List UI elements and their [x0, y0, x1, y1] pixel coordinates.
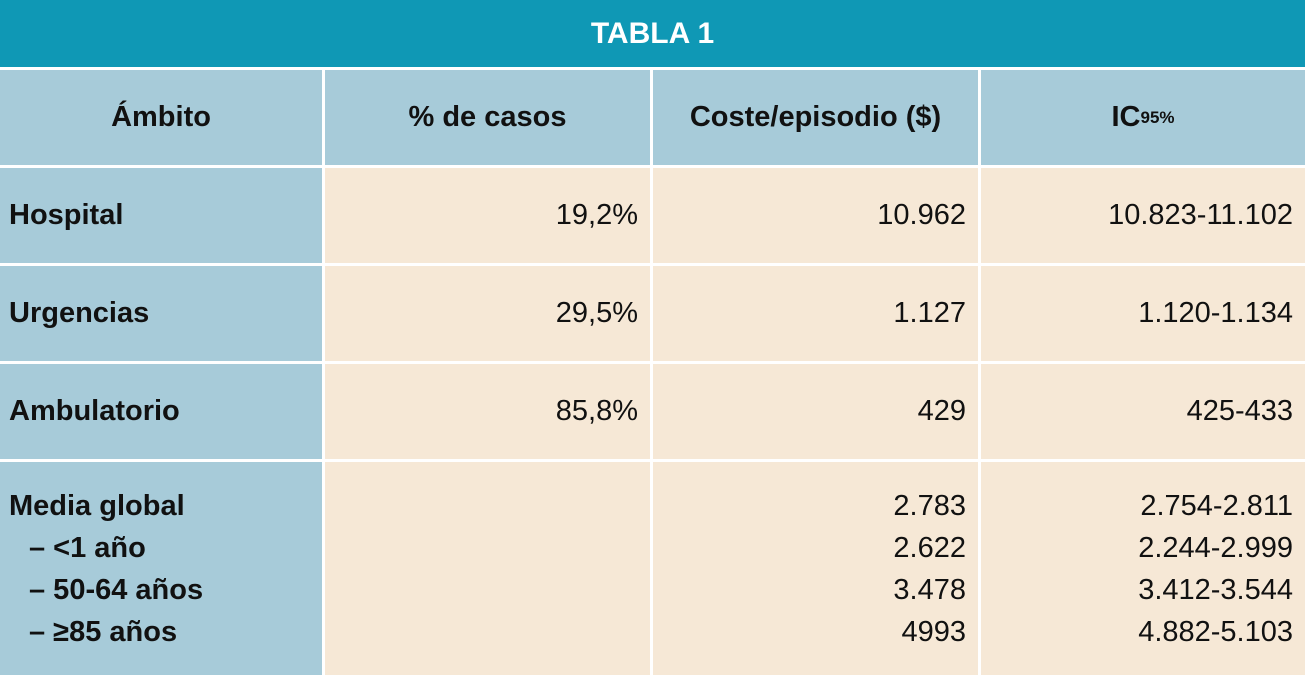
cell-coste: 3.478 — [893, 573, 966, 606]
row-label: Media global — [9, 489, 185, 522]
header-ambito: Ámbito — [0, 70, 322, 165]
cell-coste: 4993 — [901, 615, 966, 648]
cell-ic: 4.882-5.103 — [1138, 615, 1293, 648]
row-label: – 50-64 años — [29, 573, 204, 606]
cell-casos: 85,8% — [325, 364, 650, 459]
row-label: Urgencias — [0, 266, 322, 361]
cell-coste: 2.622 — [893, 531, 966, 564]
cell-casos-empty — [325, 462, 650, 675]
header-ic: IC 95% — [981, 70, 1305, 165]
cell-casos: 19,2% — [325, 168, 650, 263]
cell-coste: 2.783 — [893, 489, 966, 522]
cell-ic: 10.823-11.102 — [981, 168, 1305, 263]
row-label: Ambulatorio — [0, 364, 322, 459]
cell-coste: 1.127 — [653, 266, 978, 361]
row-label: – <1 año — [29, 531, 146, 564]
header-ic-label: IC — [1111, 101, 1141, 133]
global-ic: 2.754-2.811 2.244-2.999 3.412-3.544 4.88… — [981, 462, 1305, 675]
cell-casos: 29,5% — [325, 266, 650, 361]
row-label: – ≥85 años — [29, 615, 178, 648]
cell-coste: 10.962 — [653, 168, 978, 263]
table-title: TABLA 1 — [0, 0, 1305, 67]
row-label: Hospital — [0, 168, 322, 263]
cell-coste: 429 — [653, 364, 978, 459]
header-coste: Coste/episodio ($) — [653, 70, 978, 165]
data-table: Ámbito % de casos Coste/episodio ($) IC 9… — [0, 70, 1305, 675]
cell-ic: 2.244-2.999 — [1138, 531, 1293, 564]
header-casos: % de casos — [325, 70, 650, 165]
cell-ic: 2.754-2.811 — [1140, 489, 1293, 522]
header-ic-subscript: 95% — [1140, 107, 1175, 127]
cell-ic: 3.412-3.544 — [1138, 573, 1293, 606]
cell-ic: 425-433 — [981, 364, 1305, 459]
global-coste: 2.783 2.622 3.478 4993 — [653, 462, 978, 675]
cell-ic: 1.120-1.134 — [981, 266, 1305, 361]
global-labels: Media global – <1 año – 50-64 años – ≥85… — [0, 462, 322, 675]
